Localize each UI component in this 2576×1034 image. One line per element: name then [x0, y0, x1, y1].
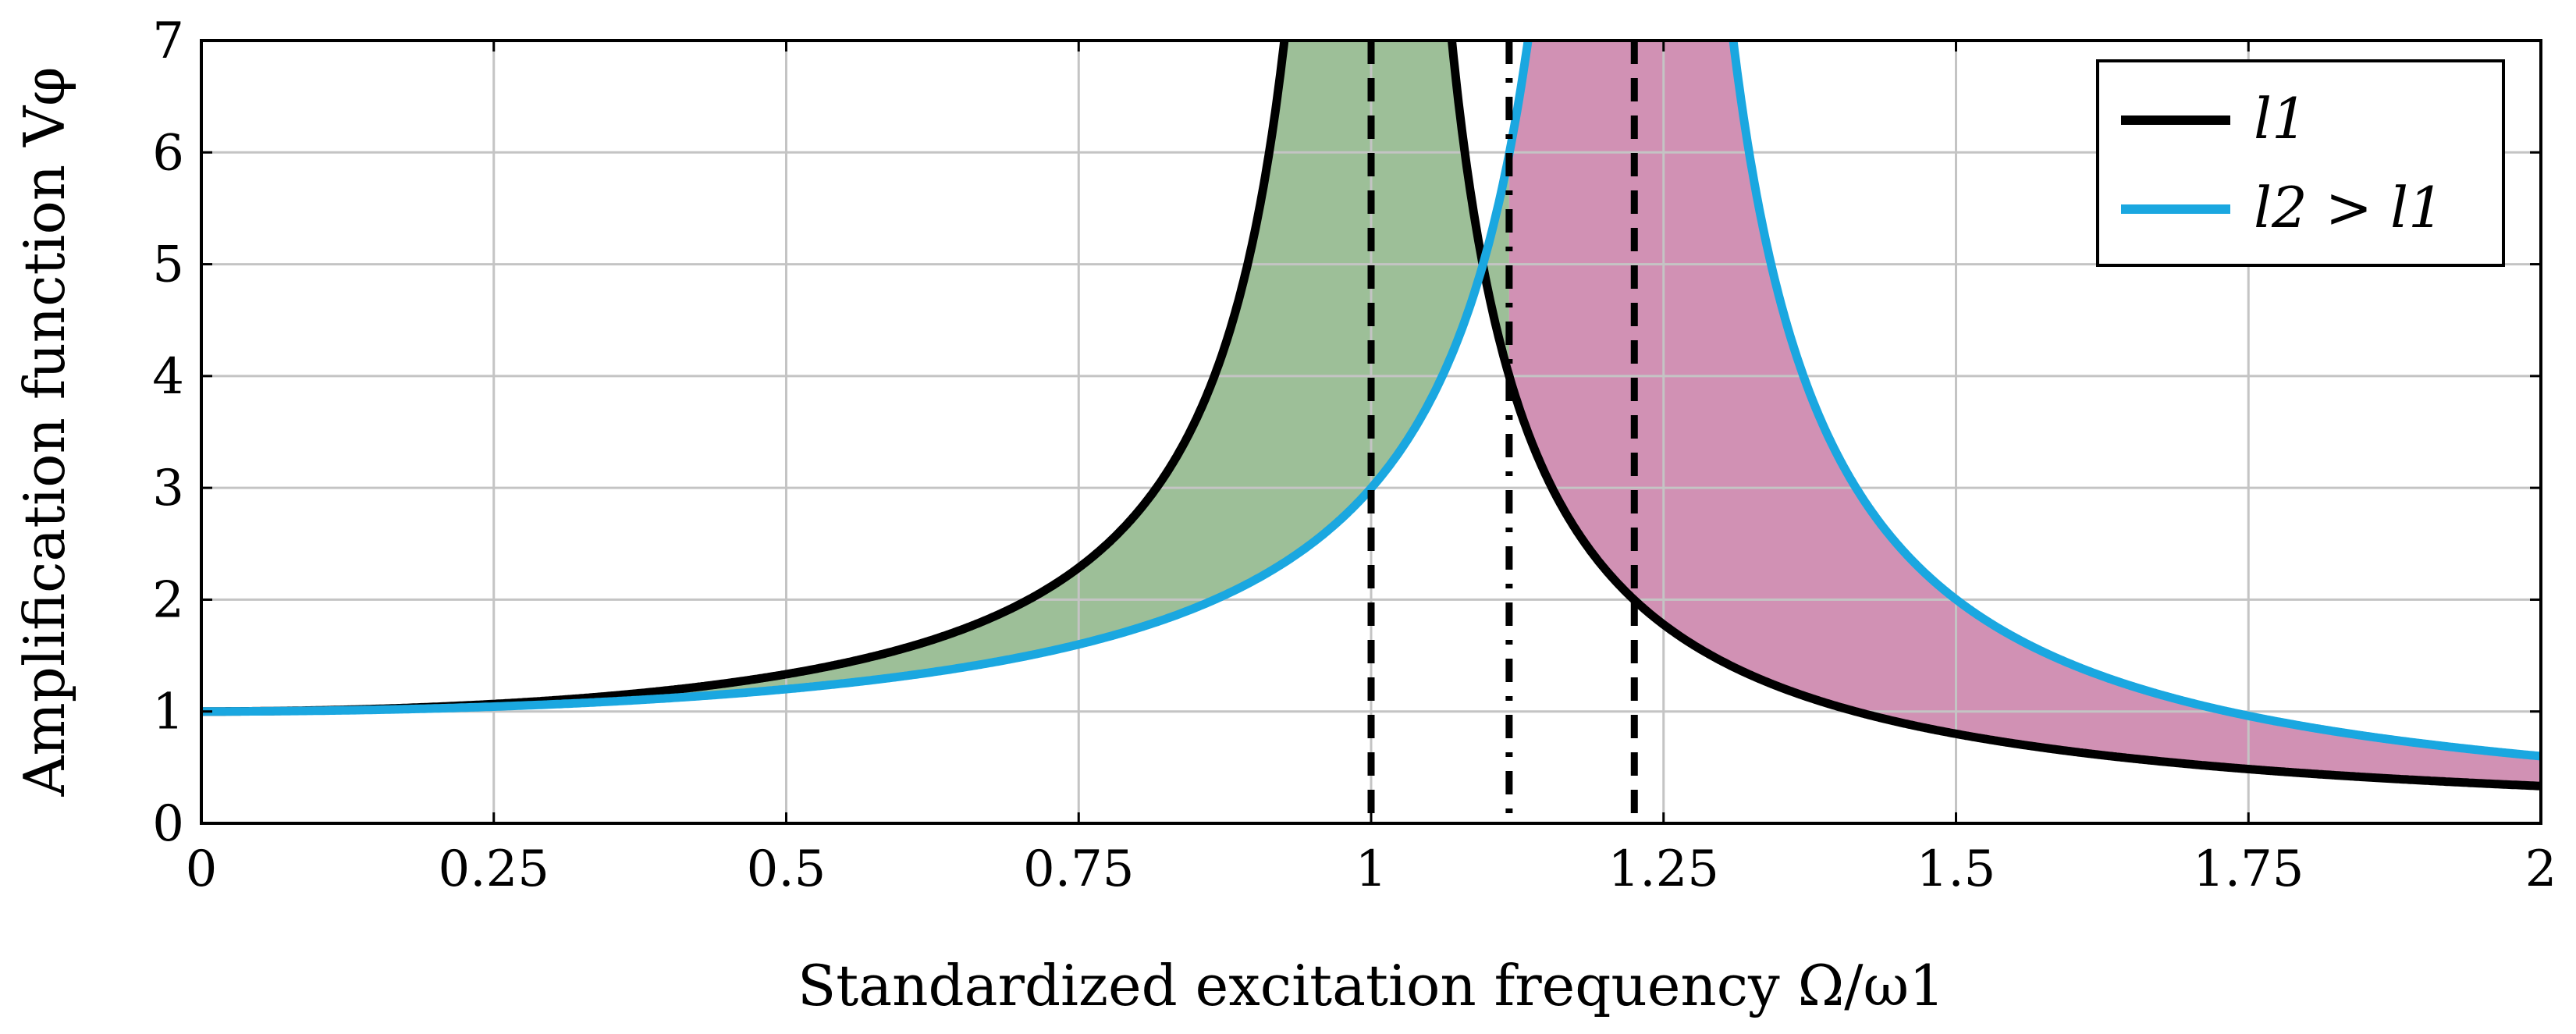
series-line-1-seg-2 — [1447, 41, 2541, 791]
y-tick-label-1: 1 — [152, 684, 184, 741]
x-tick-label-0: 0 — [186, 840, 218, 898]
y-tick-label-4: 4 — [152, 348, 184, 406]
series-line-2-seg-1 — [201, 41, 1533, 716]
x-tick-label-5: 1.25 — [1608, 840, 1720, 898]
x-axis-title: Standardized excitation frequency Ω/ω1 — [798, 953, 1945, 1018]
x-axis-ticks: 0 0.25 0.5 0.75 1 1.25 1.5 1.75 2 — [186, 41, 2557, 898]
series-line-2-seg-2 — [1729, 41, 2541, 761]
x-tick-label-1: 0.25 — [439, 840, 550, 898]
y-tick-label-0: 0 — [152, 795, 184, 853]
y-tick-label-5: 5 — [152, 236, 184, 294]
legend-label-l2: l2 > l1 — [2254, 175, 2444, 240]
x-tick-label-8: 2 — [2525, 840, 2557, 898]
y-axis-ticks: 0 1 2 3 4 5 6 7 — [152, 12, 2541, 853]
x-tick-label-6: 1.5 — [1917, 840, 1996, 898]
legend: l1 l2 > l1 — [2096, 59, 2505, 267]
y-tick-label-3: 3 — [152, 460, 184, 517]
y-tick-label-6: 6 — [152, 124, 184, 182]
x-tick-label-3: 0.75 — [1023, 840, 1135, 898]
legend-box — [2096, 59, 2505, 267]
x-tick-label-4: 1 — [1356, 840, 1387, 898]
x-tick-label-7: 1.75 — [2193, 840, 2304, 898]
series-lines — [201, 41, 2541, 791]
y-tick-label-2: 2 — [152, 571, 184, 629]
fill-area-1 — [201, 41, 1509, 712]
x-tick-label-2: 0.5 — [747, 840, 826, 898]
legend-label-l1: l1 — [2254, 86, 2308, 151]
vertical-markers — [1367, 41, 1638, 823]
y-tick-label-7: 7 — [152, 12, 184, 70]
y-axis-title: Amplification function Vφ — [12, 67, 77, 798]
